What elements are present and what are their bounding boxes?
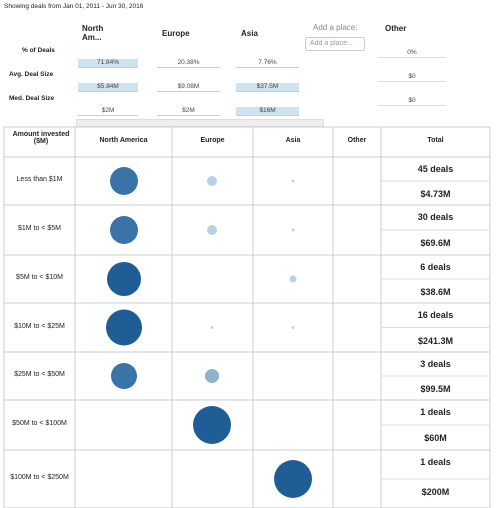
bubble <box>274 460 312 498</box>
summary-cell: $0 <box>378 97 446 106</box>
row-label: $50M to < $100M <box>12 420 67 427</box>
row-label: Avg. Deal Size <box>9 71 54 78</box>
total-amount: $200M <box>421 487 450 497</box>
col-header: Europe <box>162 29 190 38</box>
column-header: Asia <box>285 137 301 144</box>
bubble <box>291 179 295 183</box>
summary-cell: 0% <box>378 49 446 58</box>
row-label: $5M to < $10M <box>16 274 63 281</box>
bubble <box>106 309 142 346</box>
row-label: $100M to < $250M <box>10 474 69 481</box>
row-label: Less than $1M <box>16 176 63 183</box>
bubble <box>207 176 217 186</box>
row-label: $25M to < $50M <box>14 371 65 378</box>
summary-cell: $16M <box>236 107 299 116</box>
total-deals: 16 deals <box>417 310 454 320</box>
total-amount: $4.73M <box>420 189 451 199</box>
column-header: Amount invested ($M) <box>12 131 70 145</box>
bubble <box>291 326 295 329</box>
bubble <box>207 225 217 235</box>
range-text: Showing deals from Jan 01, 2011 - Jun 30… <box>4 3 144 10</box>
summary-cell: 71.84% <box>78 59 138 68</box>
bubble <box>210 326 214 329</box>
total-amount: $241.3M <box>417 335 454 346</box>
bubble <box>111 363 137 389</box>
col-header: Other <box>385 24 407 33</box>
col-header: North Am... <box>82 24 104 42</box>
total-deals: 1 deals <box>420 407 451 417</box>
col-header: Asia <box>241 29 258 38</box>
total-amount: $38.6M <box>420 287 451 297</box>
total-deals: 30 deals <box>417 212 454 222</box>
total-deals: 6 deals <box>420 262 451 272</box>
summary-cell: $2M <box>157 107 220 116</box>
total-deals: 45 deals <box>417 164 454 174</box>
summary-cell: $9.08M <box>157 83 220 92</box>
summary-cell: 7.76% <box>236 59 299 68</box>
column-header: Other <box>347 137 367 144</box>
bubble <box>289 275 297 283</box>
total-deals: 1 deals <box>420 457 451 467</box>
bubble <box>291 228 295 232</box>
row-label: Med. Deal Size <box>9 95 55 102</box>
add-place-label: Add a place: <box>313 23 358 32</box>
row-label: $1M to < $5M <box>18 225 61 232</box>
summary-cell: 20.38% <box>157 59 220 68</box>
total-amount: $99.5M <box>420 384 451 394</box>
bubble <box>110 167 138 195</box>
bubble <box>205 369 219 383</box>
total-amount: $69.6M <box>420 238 451 248</box>
summary-cell: $37.5M <box>236 83 299 92</box>
total-amount: $60M <box>424 433 447 443</box>
add-place-input[interactable]: Add a place... <box>305 37 365 51</box>
summary-cell: $2M <box>78 107 138 116</box>
column-header: Total <box>427 137 444 144</box>
bubble <box>193 406 231 444</box>
bubble <box>107 262 141 296</box>
column-header: Europe <box>200 137 225 144</box>
row-label: $10M to < $25M <box>14 322 65 330</box>
total-deals: 3 deals <box>420 359 451 369</box>
summary-cell: $0 <box>378 73 446 82</box>
summary-cell: $5.84M <box>78 83 138 92</box>
column-header: North America <box>99 137 148 144</box>
bubble <box>110 216 138 244</box>
row-label: % of Deals <box>22 47 55 54</box>
